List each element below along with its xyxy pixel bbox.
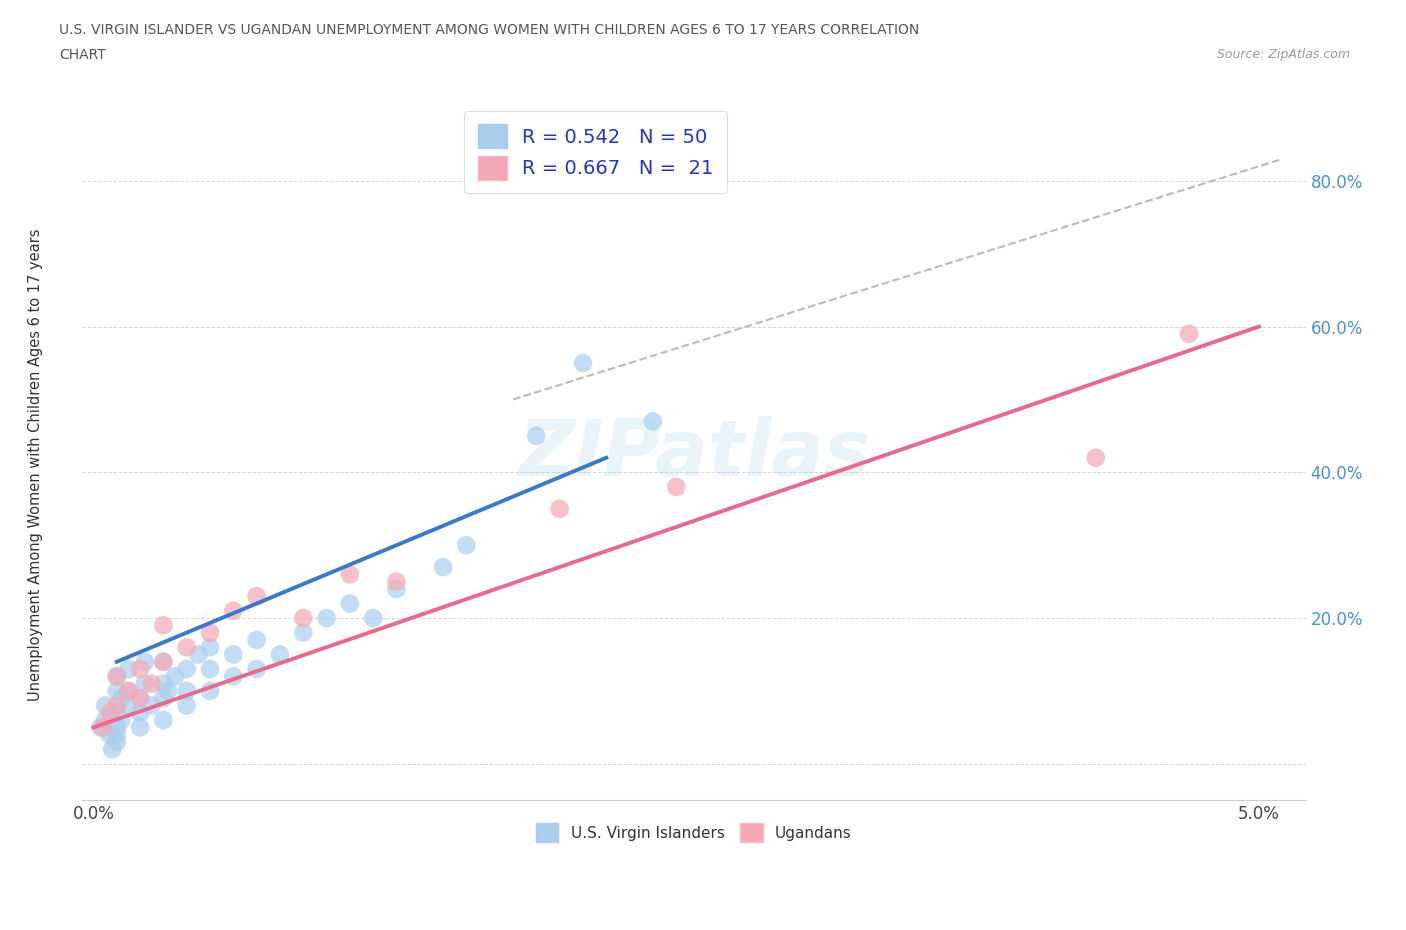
Point (222, 647, 245, 662)
Point (117, 661, 139, 676)
Point (572, 355, 595, 370)
Point (176, 698, 198, 713)
Point (292, 625, 315, 640)
Point (117, 684, 139, 698)
Point (105, 669, 128, 684)
Point (385, 581, 408, 596)
Point (91, 720, 114, 735)
Point (339, 596, 361, 611)
Point (269, 647, 291, 662)
Point (246, 661, 269, 676)
Point (548, 501, 571, 516)
Point (222, 604, 245, 618)
Point (94, 712, 117, 727)
Point (105, 735, 128, 750)
Point (110, 691, 132, 706)
Point (105, 698, 128, 713)
Point (524, 429, 547, 444)
Point (176, 661, 198, 676)
Point (1178, 326, 1201, 341)
Point (117, 684, 139, 698)
Point (176, 640, 198, 655)
Point (432, 560, 454, 575)
Point (105, 669, 128, 684)
Point (141, 676, 163, 691)
Point (98, 705, 121, 720)
Point (361, 611, 384, 626)
Point (117, 698, 139, 713)
Point (129, 691, 152, 706)
Legend: U.S. Virgin Islanders, Ugandans: U.S. Virgin Islanders, Ugandans (530, 817, 858, 848)
Point (152, 655, 174, 670)
Point (1084, 450, 1107, 465)
Point (101, 742, 124, 757)
Text: U.S. VIRGIN ISLANDER VS UGANDAN UNEMPLOYMENT AMONG WOMEN WITH CHILDREN AGES 6 TO: U.S. VIRGIN ISLANDER VS UGANDAN UNEMPLOY… (59, 23, 920, 37)
Point (105, 705, 128, 720)
Point (641, 414, 664, 429)
Point (94, 698, 117, 713)
Point (134, 676, 156, 691)
Text: CHART: CHART (59, 48, 105, 62)
Text: ZIPatlas: ZIPatlas (517, 416, 870, 492)
Point (129, 705, 152, 720)
Point (129, 661, 152, 676)
Point (456, 538, 478, 552)
Point (198, 684, 221, 698)
Point (152, 618, 174, 632)
Point (152, 691, 174, 706)
Point (665, 480, 688, 495)
Point (198, 640, 221, 655)
Point (176, 684, 198, 698)
Point (292, 611, 315, 626)
Point (187, 647, 209, 662)
Point (105, 727, 128, 742)
Point (152, 655, 174, 670)
Point (246, 589, 269, 604)
Point (339, 567, 361, 582)
Point (110, 712, 132, 727)
Point (129, 720, 152, 735)
Point (152, 676, 174, 691)
Point (246, 632, 269, 647)
Point (152, 712, 174, 727)
Point (198, 625, 221, 640)
Point (105, 684, 128, 698)
Point (198, 661, 221, 676)
Point (89, 720, 111, 735)
Point (98, 727, 121, 742)
Point (385, 574, 408, 589)
Point (157, 684, 180, 698)
Point (105, 720, 128, 735)
Point (222, 669, 245, 684)
Text: Unemployment Among Women with Children Ages 6 to 17 years: Unemployment Among Women with Children A… (28, 229, 42, 701)
Point (163, 669, 186, 684)
Point (129, 691, 152, 706)
Text: Source: ZipAtlas.com: Source: ZipAtlas.com (1216, 48, 1350, 61)
Point (141, 698, 163, 713)
Point (134, 655, 156, 670)
Point (315, 611, 337, 626)
